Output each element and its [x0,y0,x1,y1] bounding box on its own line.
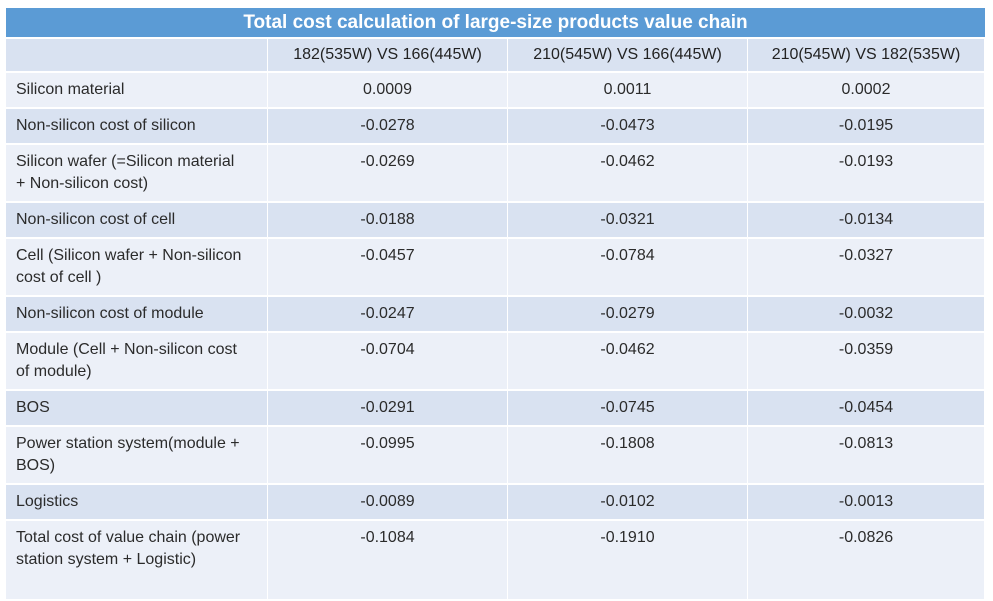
cell-value: -0.0359 [748,333,986,391]
cell-value: -0.0089 [268,485,508,521]
cell-value: -0.0454 [748,391,986,427]
cell-value: -0.0032 [748,297,986,333]
cell-value: -0.0291 [268,391,508,427]
cell-value: -0.0013 [748,485,986,521]
row-label: Power station system(module + BOS) [6,427,268,485]
cost-table-container: Total cost calculation of large-size pro… [6,8,986,601]
table-row: BOS -0.0291 -0.0745 -0.0454 [6,391,986,427]
cell-value: -0.0247 [268,297,508,333]
cell-value: -0.0279 [508,297,748,333]
column-header-210-vs-166: 210(545W) VS 166(445W) [508,39,748,73]
cell-value: -0.1910 [508,521,748,601]
column-header-label [6,39,268,73]
cell-value: -0.0462 [508,145,748,203]
row-label: BOS [6,391,268,427]
cell-value: -0.0704 [268,333,508,391]
cell-value: -0.0784 [508,239,748,297]
cell-value: -0.0278 [268,109,508,145]
table-row: Module (Cell + Non-silicon cost of modul… [6,333,986,391]
cell-value: -0.0321 [508,203,748,239]
table-row: Logistics -0.0089 -0.0102 -0.0013 [6,485,986,521]
table-row: Non-silicon cost of silicon -0.0278 -0.0… [6,109,986,145]
cell-value: -0.0457 [268,239,508,297]
cell-value: -0.0188 [268,203,508,239]
cell-value: -0.0462 [508,333,748,391]
value-chain-cost-table: Total cost calculation of large-size pro… [6,8,986,601]
table-title: Total cost calculation of large-size pro… [6,8,986,39]
cell-value: 0.0011 [508,73,748,109]
cell-value: -0.0813 [748,427,986,485]
row-label: Cell (Silicon wafer + Non-silicon cost o… [6,239,268,297]
row-label: Non-silicon cost of module [6,297,268,333]
cell-value: -0.0269 [268,145,508,203]
row-label: Silicon wafer (=Silicon material + Non-s… [6,145,268,203]
table-row: Silicon wafer (=Silicon material + Non-s… [6,145,986,203]
row-label: Logistics [6,485,268,521]
table-row: Non-silicon cost of module -0.0247 -0.02… [6,297,986,333]
table-row: Non-silicon cost of cell -0.0188 -0.0321… [6,203,986,239]
cell-value: -0.1084 [268,521,508,601]
cell-value: -0.1808 [508,427,748,485]
cell-value: 0.0002 [748,73,986,109]
table-row: Cell (Silicon wafer + Non-silicon cost o… [6,239,986,297]
table-row: Silicon material 0.0009 0.0011 0.0002 [6,73,986,109]
cell-value: -0.0134 [748,203,986,239]
row-label: Module (Cell + Non-silicon cost of modul… [6,333,268,391]
column-header-182-vs-166: 182(535W) VS 166(445W) [268,39,508,73]
cell-value: -0.0193 [748,145,986,203]
table-row: Power station system(module + BOS) -0.09… [6,427,986,485]
row-label: Non-silicon cost of cell [6,203,268,239]
cell-value: -0.0473 [508,109,748,145]
cell-value: -0.0745 [508,391,748,427]
table-row: Total cost of value chain (power station… [6,521,986,601]
row-label: Non-silicon cost of silicon [6,109,268,145]
column-header-210-vs-182: 210(545W) VS 182(535W) [748,39,986,73]
row-label: Silicon material [6,73,268,109]
cell-value: 0.0009 [268,73,508,109]
row-label: Total cost of value chain (power station… [6,521,268,601]
cell-value: -0.0995 [268,427,508,485]
cell-value: -0.0195 [748,109,986,145]
cell-value: -0.0327 [748,239,986,297]
cell-value: -0.0102 [508,485,748,521]
cell-value: -0.0826 [748,521,986,601]
column-header-row: 182(535W) VS 166(445W) 210(545W) VS 166(… [6,39,986,73]
